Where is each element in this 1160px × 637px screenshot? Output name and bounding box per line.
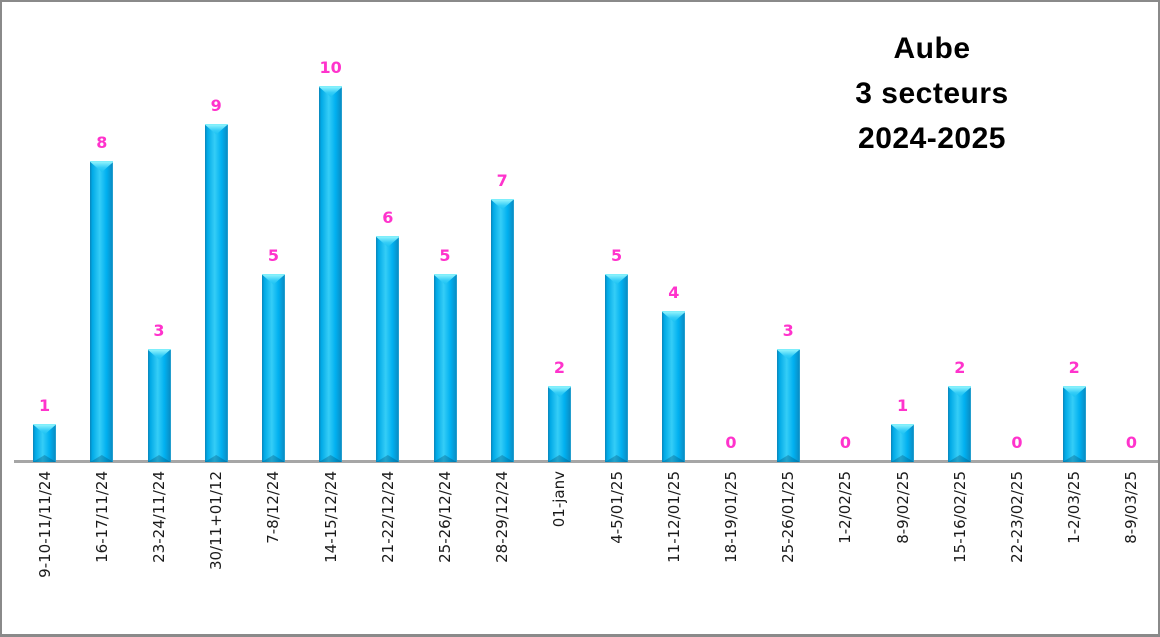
bar [433,273,457,462]
x-axis-tick-label: 16-17/11/24 [92,471,111,563]
x-axis-tick-label: 11-12/01/25 [664,471,683,563]
bar-value-label: 5 [611,245,623,265]
x-axis-tick-label: 1-2/03/25 [1065,471,1084,544]
x-axis-tick-label: 18-19/01/25 [722,471,740,563]
bar-value-label: 0 [725,433,737,452]
chart-title-line-3: 2024-2025 [858,122,1006,155]
bar [1062,386,1086,462]
bar [33,423,57,462]
bar-value-label: 5 [267,245,279,265]
bar-value-label: 2 [954,358,966,377]
x-axis-tick-label: 21-22/12/24 [378,471,397,563]
bar-value-label: 0 [839,433,851,452]
chart-title: Aube 3 secteurs 2024-2025 [782,26,1082,161]
bar [490,198,514,462]
bar-value-label: 4 [668,283,680,302]
bar [891,423,915,462]
bar [776,348,800,462]
bar-value-label: 8 [96,133,108,152]
bar-value-label: 1 [39,395,51,415]
x-axis-tick-label: 15-16/02/25 [950,471,969,563]
x-axis-tick-label: 22-23/02/25 [1008,471,1026,563]
x-axis-tick-label: 9-10-11/11/24 [35,471,54,578]
chart-title-line-1: Aube [893,32,971,65]
x-axis-tick-label: 8-9/03/25 [1122,471,1141,544]
x-axis-tick-label: 28-29/12/24 [493,471,512,563]
x-axis-tick-label: 25-26/12/24 [436,471,454,563]
bar-value-label: 7 [496,170,508,190]
bar-value-label: 0 [1011,433,1023,452]
bar-value-label: 2 [553,358,565,377]
x-axis-tick-label: 14-15/12/24 [321,471,340,563]
bar [605,273,629,462]
x-axis-tick-label: 25-26/01/25 [779,471,798,563]
bar-value-label: 3 [782,320,794,340]
bar-value-label: 5 [439,245,451,265]
x-axis-tick-label: 8-9/02/25 [893,471,912,544]
x-axis-tick-label: 23-24/11/24 [150,471,168,563]
bar [662,311,686,462]
x-axis-tick-label: 30/11+01/12 [207,471,226,571]
bar [261,273,285,462]
bar [376,236,400,462]
bar-value-label: 3 [153,320,165,340]
x-axis-tick-label: 7-8/12/24 [264,471,283,544]
bar-value-label: 9 [210,95,222,115]
bar [204,123,228,462]
x-axis-tick-label: 4-5/01/25 [607,471,626,544]
chart-title-line-2: 3 secteurs [855,77,1009,110]
bar [319,86,343,462]
bar-value-label: 1 [897,395,909,415]
bar [547,386,571,462]
bar [147,348,171,462]
bar-value-label: 6 [382,208,394,227]
x-axis-line [14,460,1158,463]
bar-value-label: 0 [1125,433,1137,452]
bar [948,386,972,462]
bar-value-label: 2 [1068,358,1080,377]
bar [90,161,114,462]
bar-value-label: 10 [319,58,342,77]
x-axis-tick-label: 01-janv [550,471,569,528]
x-axis-tick-label: 1-2/02/25 [836,471,855,544]
